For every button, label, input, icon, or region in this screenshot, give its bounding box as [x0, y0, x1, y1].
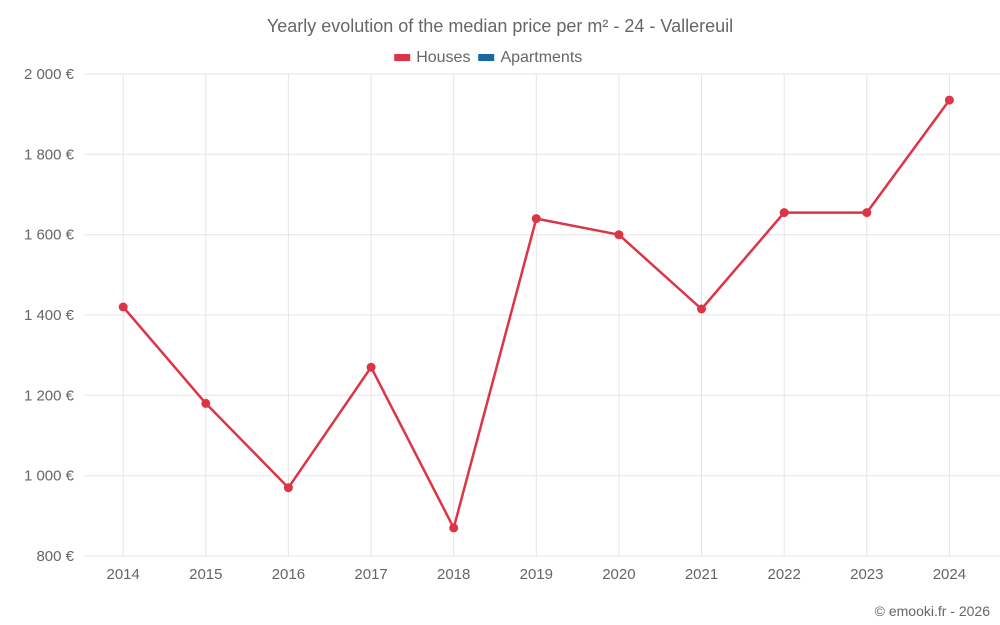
svg-text:1 400 €: 1 400 €	[24, 307, 75, 324]
svg-text:2018: 2018	[437, 566, 470, 583]
svg-text:1 200 €: 1 200 €	[24, 387, 75, 404]
svg-text:1 600 €: 1 600 €	[24, 227, 75, 244]
svg-text:2016: 2016	[272, 566, 305, 583]
svg-text:2024: 2024	[933, 566, 966, 583]
svg-text:2014: 2014	[107, 566, 140, 583]
svg-text:2 000 €: 2 000 €	[24, 66, 75, 83]
svg-text:800 €: 800 €	[36, 548, 74, 565]
svg-text:2019: 2019	[520, 566, 553, 583]
svg-text:2022: 2022	[768, 566, 801, 583]
svg-text:2021: 2021	[685, 566, 718, 583]
svg-text:2017: 2017	[354, 566, 387, 583]
svg-text:1 000 €: 1 000 €	[24, 468, 75, 485]
svg-text:2015: 2015	[189, 566, 222, 583]
svg-text:1 800 €: 1 800 €	[24, 146, 75, 163]
svg-text:2023: 2023	[850, 566, 883, 583]
svg-text:2020: 2020	[602, 566, 635, 583]
